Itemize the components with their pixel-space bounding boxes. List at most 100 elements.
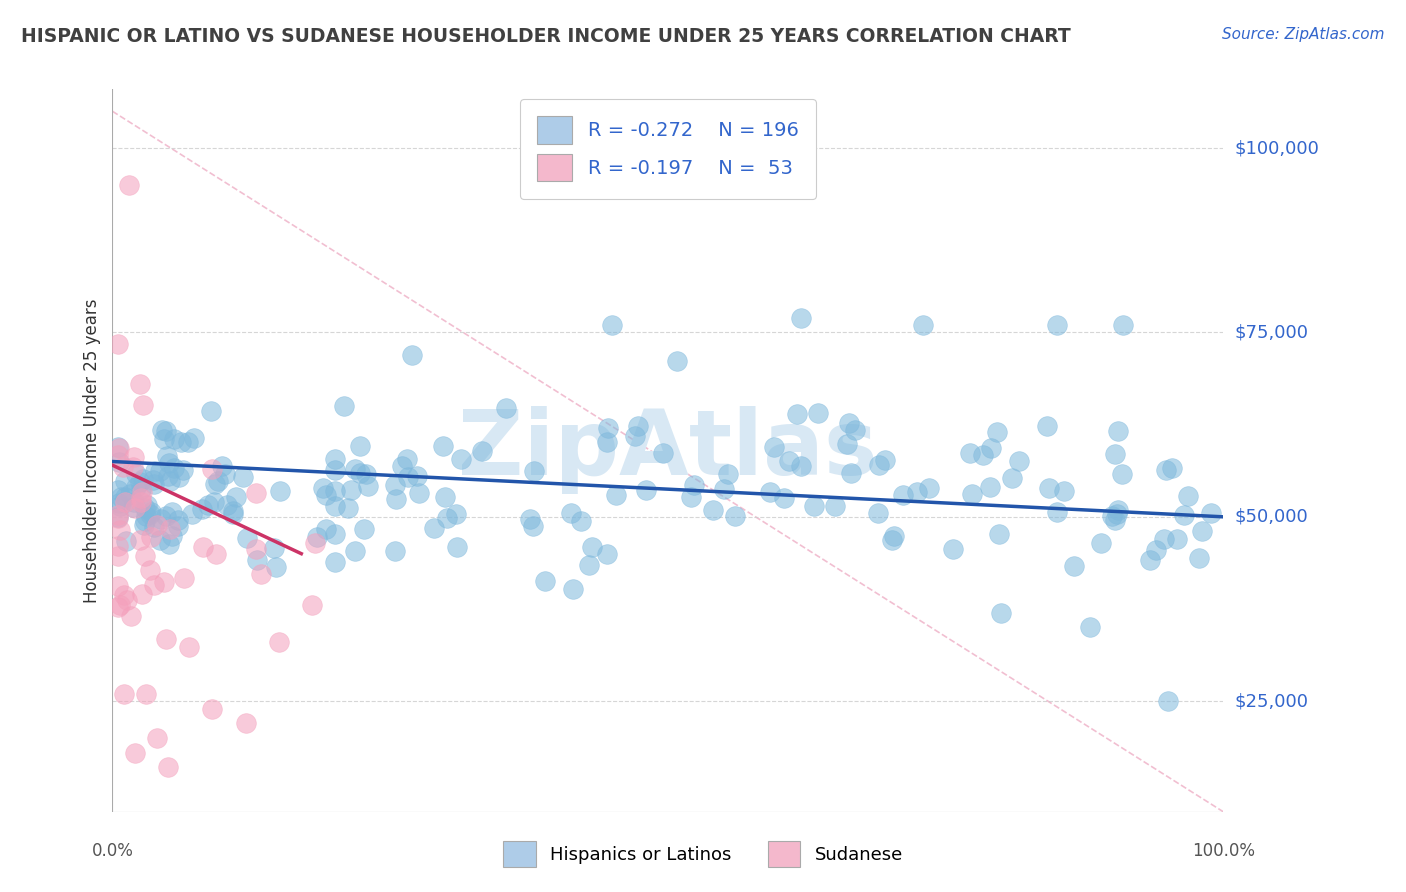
Point [129, 491, 152, 506]
Point [349, 466, 371, 480]
Point [167, 469, 190, 483]
Point [987, 527, 1010, 541]
Point [972, 448, 994, 462]
Point [980, 441, 1002, 455]
Point [1046, 506, 1069, 520]
Point [132, 398, 155, 412]
Point [666, 353, 689, 368]
Point [789, 458, 811, 473]
Point [142, 473, 165, 487]
Point [221, 503, 243, 517]
Point [235, 716, 257, 731]
Point [433, 491, 456, 505]
Text: HISPANIC OR LATINO VS SUDANESE HOUSEHOLDER INCOME UNDER 25 YEARS CORRELATION CHA: HISPANIC OR LATINO VS SUDANESE HOUSEHOLD… [21, 27, 1071, 45]
Point [803, 499, 825, 513]
Point [207, 475, 229, 489]
Point [1038, 481, 1060, 495]
Point [114, 474, 136, 488]
Point [344, 461, 367, 475]
Point [436, 510, 458, 524]
Point [177, 640, 200, 654]
Point [163, 432, 186, 446]
Point [959, 446, 981, 460]
Point [232, 469, 254, 483]
Point [122, 460, 145, 475]
Point [523, 464, 546, 478]
Point [135, 508, 157, 523]
Point [107, 540, 129, 554]
Point [353, 522, 375, 536]
Point [450, 452, 472, 467]
Point [107, 549, 129, 563]
Point [446, 540, 468, 554]
Point [384, 477, 406, 491]
Point [142, 578, 165, 592]
Point [215, 498, 238, 512]
Point [245, 486, 267, 500]
Point [107, 448, 129, 462]
Point [561, 582, 583, 597]
Point [1105, 507, 1128, 521]
Point [107, 455, 129, 469]
Point [315, 488, 337, 502]
Point [122, 495, 145, 509]
Point [323, 555, 346, 569]
Point [120, 487, 142, 501]
Point [1008, 453, 1031, 467]
Point [142, 519, 165, 533]
Point [354, 467, 377, 481]
Legend: R = -0.272    N = 196, R = -0.197    N =  53: R = -0.272 N = 196, R = -0.197 N = 53 [520, 99, 815, 199]
Point [323, 483, 346, 498]
Point [340, 483, 363, 497]
Point [1104, 447, 1126, 461]
Point [1053, 484, 1076, 499]
Y-axis label: Householder Income Under 25 years: Householder Income Under 25 years [83, 298, 101, 603]
Point [134, 549, 156, 563]
Point [143, 464, 166, 478]
Point [107, 510, 129, 524]
Point [139, 507, 162, 521]
Point [172, 463, 194, 477]
Point [323, 463, 346, 477]
Point [1188, 550, 1211, 565]
Point [1107, 424, 1129, 438]
Point [986, 425, 1008, 440]
Point [1045, 318, 1069, 332]
Point [214, 467, 236, 481]
Point [183, 431, 205, 445]
Text: $50,000: $50,000 [1234, 508, 1308, 525]
Point [155, 425, 177, 439]
Point [264, 559, 287, 574]
Point [114, 533, 136, 548]
Point [157, 456, 180, 470]
Point [125, 480, 148, 494]
Point [131, 472, 153, 486]
Point [107, 511, 129, 525]
Point [246, 553, 269, 567]
Point [683, 477, 706, 491]
Point [155, 509, 177, 524]
Legend: Hispanics or Latinos, Sudanese: Hispanics or Latinos, Sudanese [496, 834, 910, 874]
Point [1112, 318, 1135, 332]
Point [395, 452, 418, 467]
Point [120, 609, 142, 624]
Point [134, 514, 156, 528]
Point [569, 514, 592, 528]
Point [149, 464, 172, 478]
Point [1191, 524, 1213, 539]
Point [713, 482, 735, 496]
Point [202, 495, 225, 509]
Point [129, 482, 152, 496]
Text: 100.0%: 100.0% [1192, 842, 1254, 860]
Point [134, 518, 156, 533]
Point [598, 421, 620, 435]
Point [110, 524, 132, 538]
Point [152, 433, 174, 447]
Point [1173, 508, 1195, 522]
Point [108, 499, 131, 513]
Point [129, 533, 152, 547]
Point [627, 418, 650, 433]
Point [312, 481, 335, 495]
Point [301, 599, 323, 613]
Point [201, 701, 224, 715]
